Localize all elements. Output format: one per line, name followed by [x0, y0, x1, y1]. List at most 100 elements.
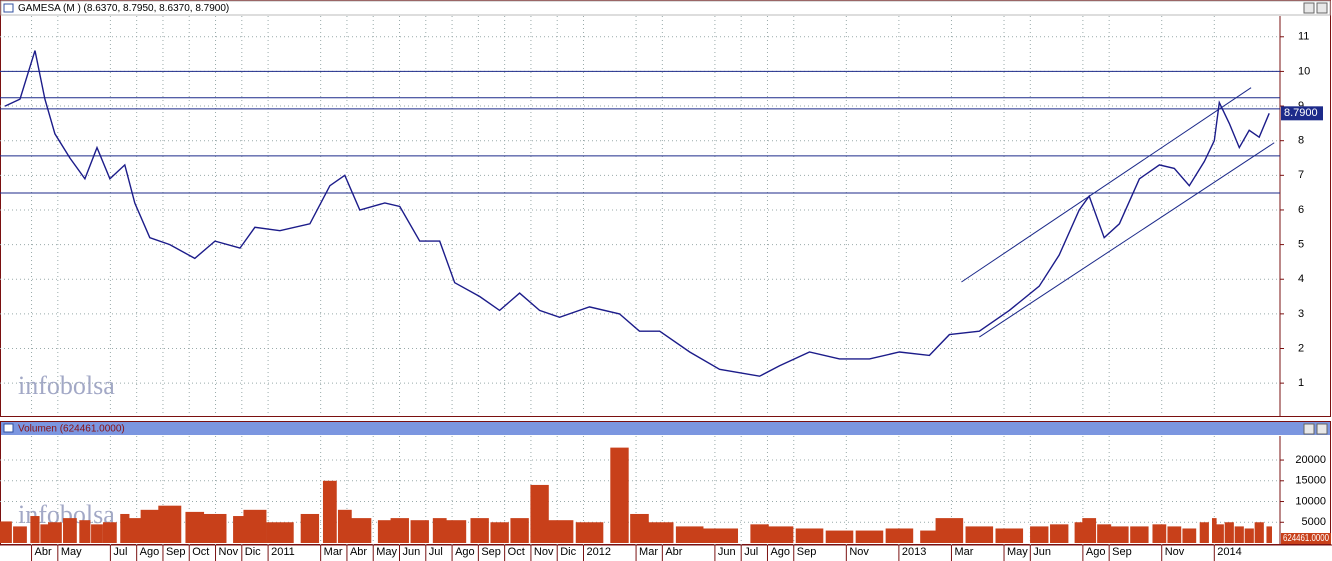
volume-bar — [390, 518, 409, 543]
volume-bar — [79, 520, 91, 543]
volume-bar — [855, 530, 884, 543]
price-line — [4, 50, 1270, 377]
volume-bar — [63, 518, 77, 543]
x-tick-label: 2012 — [586, 546, 610, 558]
maximize-button[interactable] — [1303, 423, 1315, 435]
x-tick-label: Ago — [1086, 546, 1106, 558]
volume-bar — [750, 524, 769, 543]
volume-bar — [1030, 526, 1049, 543]
volume-bar — [795, 528, 824, 543]
volume-bar — [91, 524, 103, 543]
x-tick-label: Nov — [219, 546, 239, 558]
volume-bar — [1082, 518, 1097, 543]
volume-bar — [995, 528, 1024, 543]
volume-bar — [233, 516, 247, 543]
x-tick-label: Jul — [744, 546, 758, 558]
y-tick-label: 11 — [1298, 31, 1309, 43]
x-tick-label: May — [1007, 546, 1028, 558]
y-tick-label: 10 — [1298, 65, 1310, 77]
price-title: GAMESA (M ) (8.6370, 8.7950, 8.6370, 8.7… — [18, 3, 229, 14]
volume-bar — [1130, 526, 1149, 543]
x-tick-label: Mar — [954, 546, 973, 558]
x-tick-label: Sep — [1112, 546, 1132, 558]
volume-bar — [102, 522, 117, 543]
y-tick-label: 15000 — [1295, 475, 1326, 487]
volume-bar — [825, 530, 854, 543]
y-tick-label: 4 — [1298, 273, 1304, 285]
volume-bar — [30, 516, 40, 543]
volume-bar — [965, 526, 994, 543]
volume-bar — [510, 518, 529, 543]
volume-bar — [765, 526, 794, 543]
volume-bar — [443, 520, 467, 543]
volume-bar — [530, 484, 549, 543]
x-tick-label: 2014 — [1217, 546, 1241, 558]
volume-bar — [575, 522, 604, 543]
volume-bar — [1097, 524, 1112, 543]
volume-bar — [377, 520, 392, 543]
volume-bar — [545, 520, 574, 543]
x-tick-label: Sep — [481, 546, 501, 558]
pane-icon — [3, 3, 14, 13]
x-tick-label: Jul — [429, 546, 443, 558]
y-tick-label: 10000 — [1295, 495, 1326, 507]
volume-bar — [1050, 524, 1069, 543]
volume-bar — [935, 518, 964, 543]
volume-bar — [1152, 524, 1167, 543]
y-tick-label: 7 — [1298, 169, 1304, 181]
x-tick-label: Sep — [166, 546, 186, 558]
volume-bar — [410, 520, 429, 543]
x-tick-label: Dic — [560, 546, 576, 558]
maximize-button[interactable] — [1303, 2, 1315, 14]
volume-bar — [13, 526, 27, 543]
volume-bar — [1074, 522, 1084, 543]
volume-title: Volumen (624461.0000) — [18, 424, 125, 435]
volume-bar — [1244, 528, 1254, 543]
last-volume-box — [1281, 533, 1331, 544]
y-tick-label: 6 — [1298, 204, 1304, 216]
volume-bar — [300, 513, 320, 543]
x-tick-label: Abr — [665, 546, 682, 558]
x-tick-label: Jul — [113, 546, 127, 558]
x-tick-label: May — [61, 546, 82, 558]
volume-bar — [127, 518, 142, 543]
volume-bar — [1110, 526, 1129, 543]
volume-bar — [158, 505, 182, 543]
x-tick-label: Nov — [534, 546, 554, 558]
volume-bar — [920, 530, 939, 543]
x-tick-label: Ago — [770, 546, 790, 558]
x-tick-label: Mar — [324, 546, 343, 558]
volume-bar — [630, 513, 649, 543]
y-tick-label: 8 — [1298, 135, 1304, 147]
y-tick-label: 3 — [1298, 308, 1304, 320]
volume-bar — [610, 447, 629, 543]
pane-icon — [3, 423, 14, 433]
y-tick-label: 1 — [1298, 377, 1304, 389]
close-button[interactable] — [1316, 2, 1328, 14]
x-tick-label: Jun — [1033, 546, 1051, 558]
watermark: infobolsa — [18, 371, 115, 400]
volume-bar — [337, 509, 352, 543]
last-price-label: 8.7900 — [1284, 107, 1318, 119]
volume-bar — [322, 480, 337, 543]
x-tick-label: Sep — [797, 546, 817, 558]
x-tick-label: May — [376, 546, 397, 558]
x-tick-label: Jun — [718, 546, 736, 558]
volume-bar — [1199, 522, 1209, 543]
y-tick-label: 20000 — [1295, 454, 1326, 466]
volume-bar — [1224, 522, 1234, 543]
x-tick-label: Abr — [35, 546, 52, 558]
x-tick-label: 2013 — [902, 546, 926, 558]
volume-bar — [885, 528, 914, 543]
trend-line — [979, 142, 1275, 338]
volume-bar — [1167, 526, 1182, 543]
price-title-bar — [0, 0, 1331, 16]
x-tick-label: Nov — [1165, 546, 1185, 558]
volume-bar — [645, 522, 674, 543]
volume-bar — [120, 513, 130, 543]
x-tick-label: Jun — [403, 546, 421, 558]
x-tick-label: Oct — [508, 546, 525, 558]
close-button[interactable] — [1316, 423, 1328, 435]
